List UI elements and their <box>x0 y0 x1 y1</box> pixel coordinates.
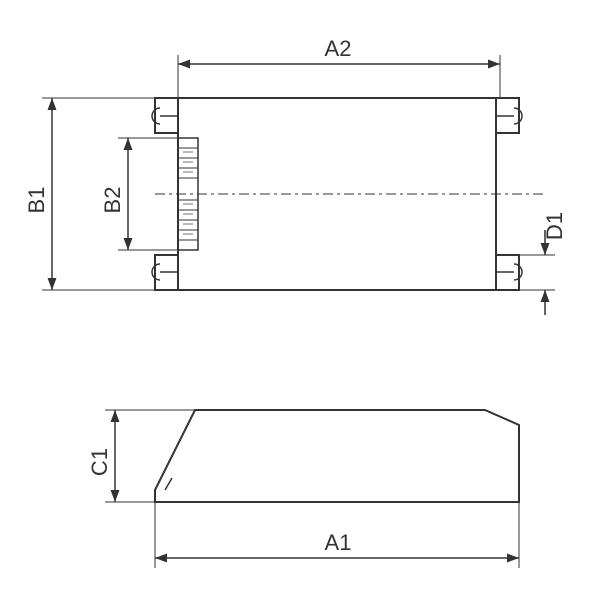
mounting-tab-top-left <box>152 98 178 133</box>
top-view <box>152 98 545 290</box>
dimension-a1: A1 <box>155 502 519 568</box>
dimension-drawing: A2 B1 B2 D1 C1 A1 <box>0 0 600 600</box>
dimension-d1: D1 <box>519 212 567 315</box>
mounting-tab-top-right <box>496 98 522 133</box>
dimension-b1: B1 <box>24 98 155 290</box>
dimension-a2: A2 <box>178 36 500 98</box>
label-c1: C1 <box>87 448 112 476</box>
dimension-c1: C1 <box>87 410 195 502</box>
label-b1: B1 <box>24 187 49 214</box>
label-d1: D1 <box>542 212 567 240</box>
dimension-b2: B2 <box>100 138 178 250</box>
label-a1: A1 <box>325 530 352 555</box>
mounting-tab-bottom-right <box>496 255 522 290</box>
mounting-tab-bottom-left <box>152 255 178 290</box>
side-view <box>155 410 519 502</box>
label-a2: A2 <box>325 36 352 61</box>
label-b2: B2 <box>100 187 125 214</box>
